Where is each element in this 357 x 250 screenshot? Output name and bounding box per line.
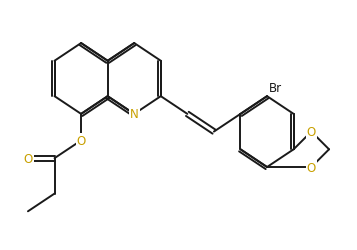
Text: O: O — [307, 161, 316, 174]
Text: O: O — [307, 126, 316, 138]
Text: O: O — [76, 134, 86, 147]
Text: O: O — [23, 152, 32, 165]
Text: Br: Br — [269, 82, 282, 95]
Text: N: N — [130, 108, 139, 121]
